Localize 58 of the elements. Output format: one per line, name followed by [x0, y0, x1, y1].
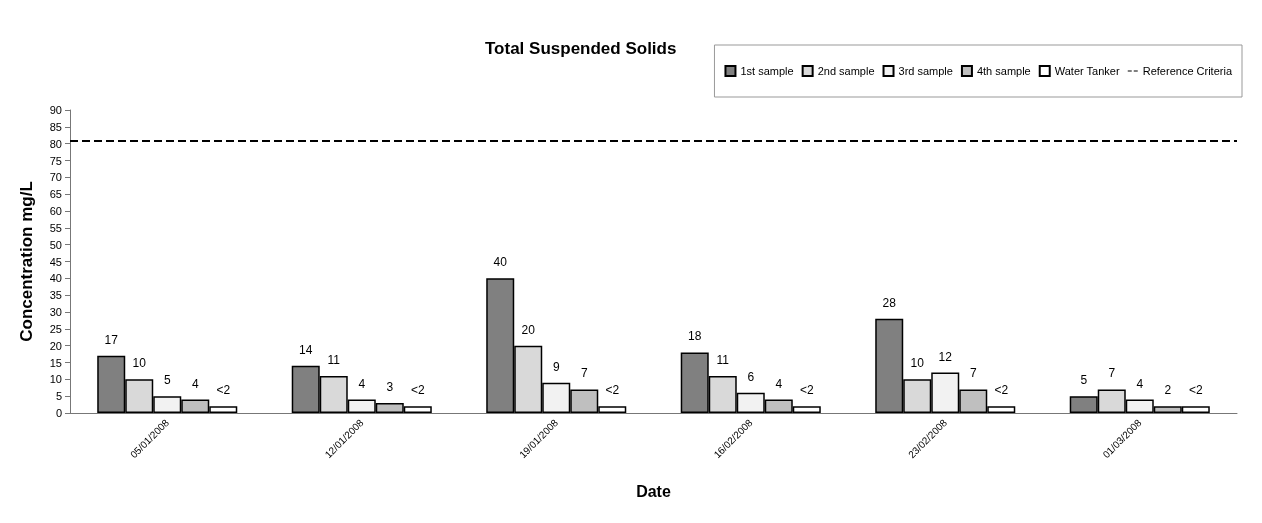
legend-label: Water Tanker: [1054, 65, 1120, 77]
data-label: 4: [358, 376, 366, 391]
data-label: 7: [1108, 366, 1116, 381]
data-label: <2: [216, 383, 231, 398]
data-label: 10: [132, 356, 147, 371]
data-label: 11: [716, 352, 730, 367]
data-label: 6: [747, 369, 755, 384]
y-tick-label: 25: [49, 322, 62, 335]
x-axis-title: Date: [636, 482, 671, 500]
data-label: 5: [163, 373, 171, 388]
data-label: 17: [104, 332, 119, 347]
data-label: 10: [910, 356, 925, 371]
y-tick-label: 20: [49, 339, 62, 352]
data-label: <2: [799, 383, 814, 398]
y-tick-label: 75: [49, 154, 62, 167]
data-label: 14: [299, 342, 313, 357]
y-axis-title: Concentration mg/L: [17, 181, 36, 342]
data-label: 4: [1136, 376, 1144, 391]
data-label: 9: [552, 359, 560, 374]
y-tick-label: 15: [49, 356, 62, 369]
chart-title: Total Suspended Solids: [485, 39, 677, 58]
data-label: 11: [327, 352, 341, 367]
data-label: 18: [688, 329, 702, 344]
y-tick-label: 10: [49, 373, 62, 386]
legend-label: 4th sample: [976, 65, 1031, 77]
y-tick-label: 80: [49, 137, 62, 150]
legend-label: 1st sample: [740, 65, 794, 77]
y-tick-label: 65: [49, 188, 62, 201]
data-label: 4: [775, 376, 783, 391]
y-tick-label: 90: [49, 104, 62, 116]
data-label: <2: [994, 383, 1009, 398]
data-label: 40: [493, 255, 508, 270]
legend-label: 2nd sample: [817, 65, 875, 77]
data-label: 28: [882, 295, 897, 310]
y-tick-label: 40: [49, 272, 62, 285]
y-tick-label: 55: [49, 221, 62, 234]
data-label: 20: [521, 322, 536, 337]
legend-label: Reference Criteria: [1142, 65, 1233, 77]
legend-label: 3rd sample: [898, 65, 953, 77]
y-tick-label: 85: [49, 120, 62, 133]
data-label: 7: [580, 366, 588, 381]
data-label: 3: [386, 379, 394, 394]
y-tick-label: 50: [49, 238, 62, 251]
data-label: <2: [410, 383, 425, 398]
data-label: 12: [938, 349, 953, 364]
y-tick-label: 5: [55, 390, 62, 403]
data-label: 2: [1164, 383, 1172, 398]
data-label: 4: [191, 376, 199, 391]
y-tick-label: 0: [55, 407, 62, 419]
y-tick-label: 60: [49, 205, 62, 217]
y-tick-label: 45: [49, 255, 62, 268]
data-label: 7: [969, 366, 977, 381]
data-label: <2: [605, 383, 620, 398]
y-tick-label: 35: [49, 289, 62, 302]
data-label: 5: [1080, 373, 1088, 388]
data-label: <2: [1188, 383, 1203, 398]
y-tick-label: 30: [49, 306, 62, 318]
y-tick-label: 70: [49, 171, 62, 184]
